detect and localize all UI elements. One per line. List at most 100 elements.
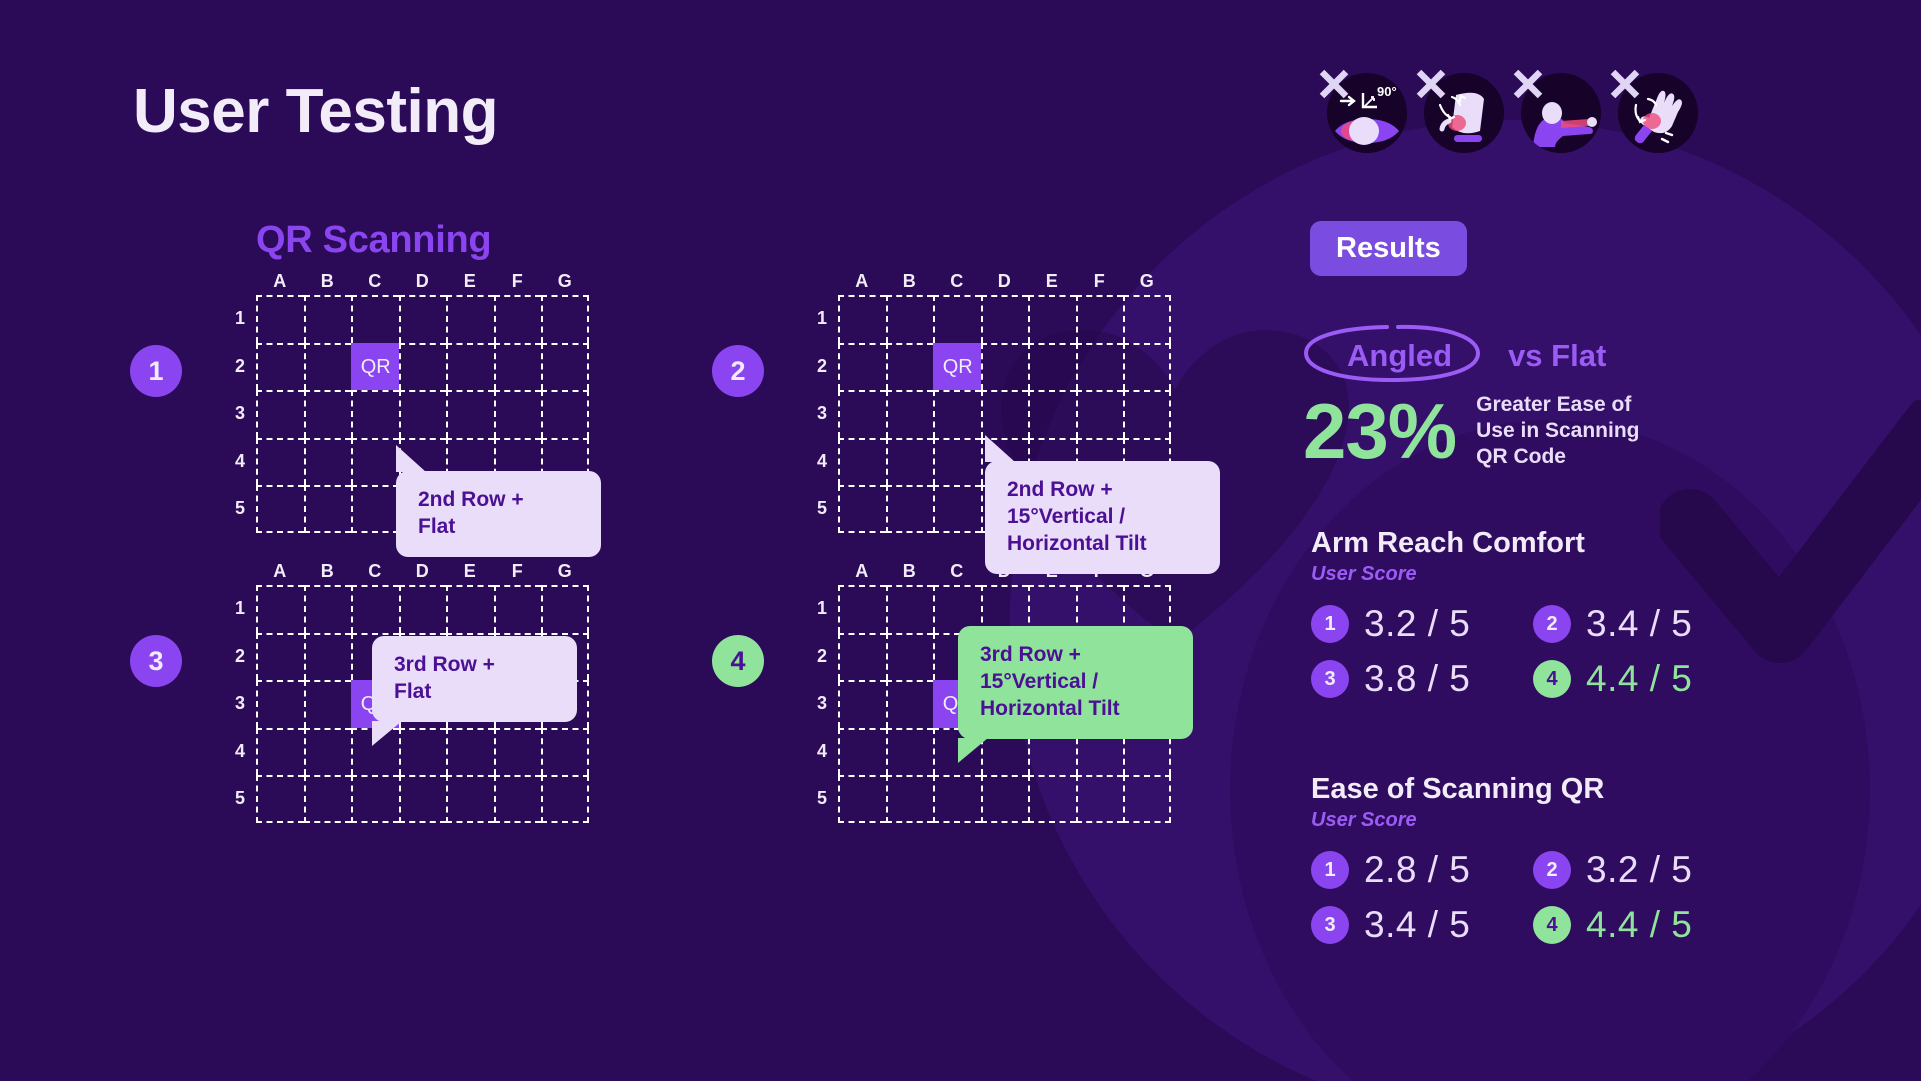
grid-cell-A3	[838, 680, 886, 728]
grid-cell-D1	[398, 585, 446, 633]
grid-cell-B5	[885, 775, 933, 823]
grid-row-labels: 1 2 3 4 5	[232, 585, 248, 823]
grid-cell-E4	[446, 727, 494, 775]
cross-mark-icon	[1513, 69, 1543, 99]
metric-subtitle: User Score	[1311, 809, 1417, 831]
highlight-stat: 23% Greater Ease of Use in Scanning QR C…	[1303, 392, 1640, 470]
grid-row-label-5: 5	[234, 788, 245, 808]
callout-test-3: 3rd Row + Flat	[372, 636, 577, 746]
grid-cell-B3	[303, 390, 351, 438]
grid-cell-F1	[493, 585, 541, 633]
test-number-badge-4: 4	[712, 635, 764, 687]
constraint-icons-row: 90°	[1315, 65, 1698, 153]
grid-cell-C1	[351, 585, 399, 633]
grid-cell-G4	[541, 437, 589, 485]
grid-column-label-B: B	[902, 271, 916, 291]
grid-cell-B5	[303, 775, 351, 823]
grid-cell-A1	[256, 585, 304, 633]
grid-cell-G1	[541, 585, 589, 633]
grid-row-label-3: 3	[816, 403, 827, 423]
grid-row-label-4: 4	[816, 740, 827, 761]
grid-cell-C4	[933, 727, 981, 775]
grid-column-label-E: E	[463, 561, 476, 581]
grid-cell-B1	[885, 295, 933, 343]
page-title: User Testing	[133, 77, 498, 146]
test-number-badge-2: 2	[712, 345, 764, 397]
score-number-badge-2: 2	[1533, 851, 1571, 889]
cross-mark-icon	[1319, 69, 1349, 99]
grid-row-label-2: 2	[816, 355, 827, 376]
grid-cell-D4	[398, 727, 446, 775]
grid-cell-E2	[446, 342, 494, 390]
grid-cell-B5	[885, 485, 933, 533]
grid-cell-F2	[493, 342, 541, 390]
grid-cell-G1	[1123, 585, 1171, 633]
grid-cell-A5	[838, 485, 886, 533]
grid-cell-G1	[1123, 295, 1171, 343]
metric-arm-reach-comfort: Arm Reach Comfort User Score 1 3.2 / 5 2 3.4 …	[1311, 527, 1755, 700]
score-item: 4 4.4 / 5	[1533, 904, 1755, 946]
grid-cell-D1	[980, 585, 1028, 633]
grid-cell-B3	[303, 680, 351, 728]
grid-cell-B5	[303, 485, 351, 533]
score-value: 2.8 / 5	[1364, 849, 1471, 890]
grid-cell-C1	[933, 585, 981, 633]
hand-tilt-down-icon-art	[1424, 73, 1504, 153]
score-number-badge-3: 3	[1311, 660, 1349, 698]
grid-cell-A1	[838, 585, 886, 633]
grid-cell-G1	[541, 295, 589, 343]
grid-row-label-3: 3	[816, 693, 827, 713]
grid-row-label-1: 1	[816, 308, 827, 328]
score-number-badge-1: 1	[1311, 851, 1349, 889]
grid-cell-B4	[303, 727, 351, 775]
grid-cell-G2	[541, 342, 589, 390]
score-item: 3 3.4 / 5	[1311, 904, 1533, 946]
grid-cell-D5	[980, 775, 1028, 823]
cross-mark-icon	[1610, 69, 1640, 99]
grid-column-label-D: D	[997, 271, 1011, 291]
grid-cell-A3	[838, 390, 886, 438]
grid-row-label-1: 1	[816, 598, 827, 618]
grid-row-label-1: 1	[234, 598, 245, 618]
grid-row-label-5: 5	[816, 788, 827, 808]
background-circle-small	[1230, 420, 1870, 1081]
grid-cell-B4	[885, 727, 933, 775]
highlight-percent: 23%	[1303, 387, 1457, 475]
grid-column-label-A: A	[855, 561, 869, 581]
score-grid: 1 2.8 / 5 2 3.2 / 5 3 3.4 / 5 4 4.4 / 5	[1311, 849, 1755, 946]
test-number-badge-3: 3	[130, 635, 182, 687]
grid-cell-E2	[1028, 342, 1076, 390]
score-grid: 1 3.2 / 5 2 3.4 / 5 3 3.8 / 5 4 4.4 / 5	[1311, 603, 1755, 700]
grid-column-label-B: B	[320, 271, 334, 291]
grid-cell-D3	[398, 390, 446, 438]
grid-cell-A2	[256, 342, 304, 390]
grid-cell-G5	[541, 775, 589, 823]
grid-cell-E5	[446, 775, 494, 823]
grid-cell-C1	[351, 295, 399, 343]
callout-tail-icon	[985, 435, 1015, 462]
grid-row-labels: 1 2 3 4 5	[814, 295, 830, 533]
grid-cell-A3	[256, 680, 304, 728]
grid-cell-D5	[398, 775, 446, 823]
results-chip[interactable]: Results	[1310, 221, 1467, 276]
score-item: 4 4.4 / 5	[1533, 658, 1755, 700]
grid-column-label-B: B	[902, 561, 916, 581]
score-number-badge-2: 2	[1533, 605, 1571, 643]
grid-cell-C5	[933, 485, 981, 533]
grid-cell-A3	[256, 390, 304, 438]
grid-column-label-F: F	[511, 271, 523, 291]
grid-cell-A2	[838, 342, 886, 390]
grid-column-label-F: F	[1093, 271, 1105, 291]
grid-cell-B1	[303, 585, 351, 633]
grid-cell-B2	[303, 632, 351, 680]
metric-title: Arm Reach Comfort	[1311, 527, 1585, 559]
grid-cell-C5	[351, 485, 399, 533]
grid-cell-F4	[493, 727, 541, 775]
grid-cell-C5	[351, 775, 399, 823]
grid-cell-A1	[838, 295, 886, 343]
grid-cell-F4	[493, 437, 541, 485]
grid-cell-C2	[351, 632, 399, 680]
score-value: 3.2 / 5	[1586, 849, 1693, 890]
grid-cell-E3	[1028, 390, 1076, 438]
grid-cell-D1	[398, 295, 446, 343]
